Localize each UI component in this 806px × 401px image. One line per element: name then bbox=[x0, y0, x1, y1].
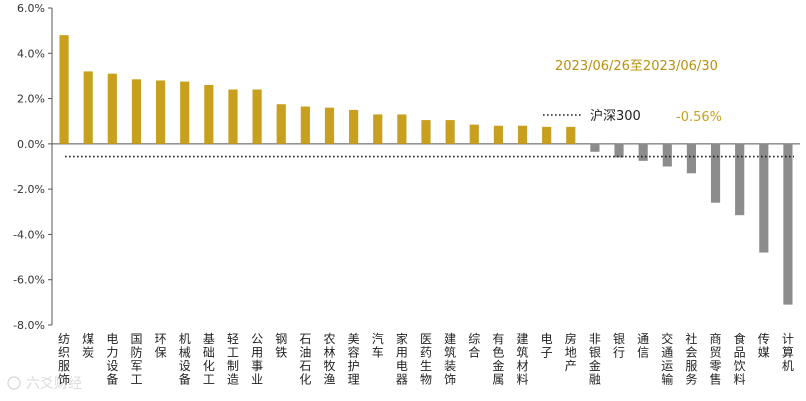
bar bbox=[614, 143, 624, 158]
category-label: 石油石化 bbox=[299, 332, 311, 387]
legend-benchmark-name: 沪深300 bbox=[590, 108, 641, 124]
bar bbox=[204, 84, 214, 144]
category-label: 建筑材料 bbox=[517, 332, 529, 387]
category-label: 汽车 bbox=[372, 331, 384, 360]
category-label: 房地产 bbox=[565, 331, 577, 373]
category-label: 电子 bbox=[541, 332, 553, 360]
bar bbox=[155, 80, 166, 144]
legend: 沪深300 -0.56% bbox=[543, 108, 722, 125]
y-tick-label: 4.0% bbox=[17, 47, 45, 60]
watermark-logo-icon bbox=[7, 376, 21, 390]
category-label: 社会服务 bbox=[685, 331, 697, 387]
category-label: 国防军工 bbox=[130, 332, 142, 387]
bar bbox=[542, 126, 552, 144]
category-label: 钢铁 bbox=[275, 332, 287, 360]
bar bbox=[349, 109, 359, 144]
category-label: 通信 bbox=[637, 332, 649, 360]
bar bbox=[397, 114, 407, 144]
bar bbox=[493, 125, 503, 144]
bar bbox=[686, 143, 697, 174]
category-label: 轻工制造 bbox=[227, 332, 239, 387]
category-label: 农林牧渔 bbox=[323, 332, 335, 387]
category-label: 医药生物 bbox=[420, 332, 432, 387]
y-tick-label: 6.0% bbox=[17, 2, 45, 15]
category-label: 建筑装饰 bbox=[444, 332, 456, 387]
category-label: 计算机 bbox=[782, 332, 794, 373]
bar bbox=[735, 143, 745, 216]
category-label: 有色金属 bbox=[492, 332, 504, 387]
category-label: 公用事业 bbox=[251, 332, 263, 387]
category-label: 商贸零售 bbox=[710, 331, 722, 387]
bar bbox=[638, 143, 648, 161]
bar bbox=[107, 73, 117, 144]
y-tick-label: 0.0% bbox=[17, 138, 45, 151]
bar bbox=[300, 106, 310, 144]
bar bbox=[445, 120, 455, 144]
bars bbox=[59, 35, 793, 305]
bar bbox=[276, 104, 286, 144]
bar bbox=[228, 89, 238, 144]
y-axis: 6.0% 4.0% 2.0% 0.0% -2.0% -4.0% -6.0% -8.0% bbox=[13, 2, 800, 332]
watermark: 六爻财经 bbox=[7, 376, 82, 392]
category-label: 纺织服饰 bbox=[58, 332, 70, 387]
y-tick-label: -2.0% bbox=[13, 183, 45, 196]
bar bbox=[710, 143, 721, 203]
y-tick-label: -4.0% bbox=[13, 228, 45, 241]
y-tick-label: -8.0% bbox=[13, 319, 45, 332]
benchmark-value-label: -0.56% bbox=[676, 110, 722, 125]
category-label: 非银金融 bbox=[589, 332, 601, 387]
category-label: 银行 bbox=[613, 332, 625, 360]
bar bbox=[180, 81, 190, 144]
category-label: 基础化工 bbox=[203, 332, 215, 387]
category-label: 环保 bbox=[155, 332, 167, 360]
bar bbox=[469, 124, 479, 144]
bar bbox=[662, 143, 672, 167]
bar bbox=[324, 107, 335, 144]
bar bbox=[252, 89, 262, 144]
category-label: 传媒 bbox=[758, 331, 770, 360]
category-label: 煤炭 bbox=[82, 332, 94, 360]
bar bbox=[590, 143, 600, 152]
bar bbox=[517, 125, 528, 144]
bar bbox=[566, 126, 576, 144]
category-label: 综合 bbox=[468, 332, 480, 360]
category-label: 美容护理 bbox=[348, 332, 360, 387]
category-label: 家用电器 bbox=[396, 331, 408, 387]
category-label: 食品饮料 bbox=[734, 331, 746, 387]
bar bbox=[421, 120, 431, 144]
bar bbox=[759, 143, 769, 253]
y-tick-label: -6.0% bbox=[13, 274, 45, 287]
category-label: 交通运输 bbox=[661, 331, 673, 387]
watermark-text: 六爻财经 bbox=[26, 376, 82, 392]
bar bbox=[373, 114, 383, 144]
bar bbox=[131, 79, 142, 144]
bar bbox=[783, 143, 793, 305]
y-tick-label: 2.0% bbox=[17, 93, 45, 106]
category-label: 电力设备 bbox=[106, 332, 118, 387]
bar bbox=[59, 35, 69, 144]
bar bbox=[83, 71, 93, 144]
category-label: 机械设备 bbox=[179, 332, 191, 387]
date-range-label: 2023/06/26至2023/06/30 bbox=[555, 59, 718, 74]
